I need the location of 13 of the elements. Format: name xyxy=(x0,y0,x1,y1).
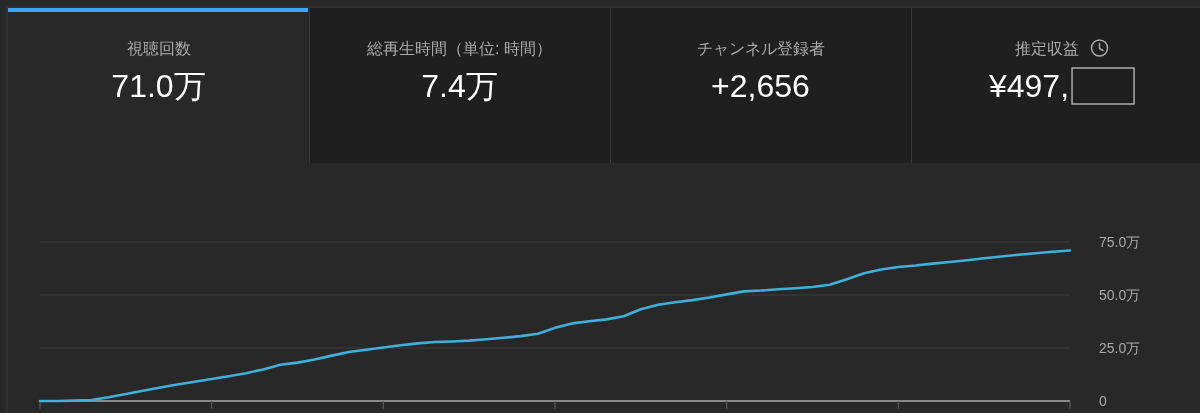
y-tick-label: 75.0万 xyxy=(1099,234,1141,250)
text: 71.0万 xyxy=(111,68,206,104)
text: 総再生時間（単位: 時間） xyxy=(366,39,552,57)
text: 視聴回数 xyxy=(126,39,191,57)
text: ¥497, xyxy=(987,68,1070,104)
text: 7.4万 xyxy=(421,68,498,104)
text: チャンネル登録者 xyxy=(696,39,825,57)
text: 推定収益 xyxy=(1014,39,1079,57)
y-tick-label: 50.0万 xyxy=(1099,287,1141,303)
y-tick-label: 0 xyxy=(1099,393,1107,409)
line-series xyxy=(38,249,1072,403)
y-tick-label: 25.0万 xyxy=(1099,340,1141,356)
text: +2,656 xyxy=(711,68,810,104)
